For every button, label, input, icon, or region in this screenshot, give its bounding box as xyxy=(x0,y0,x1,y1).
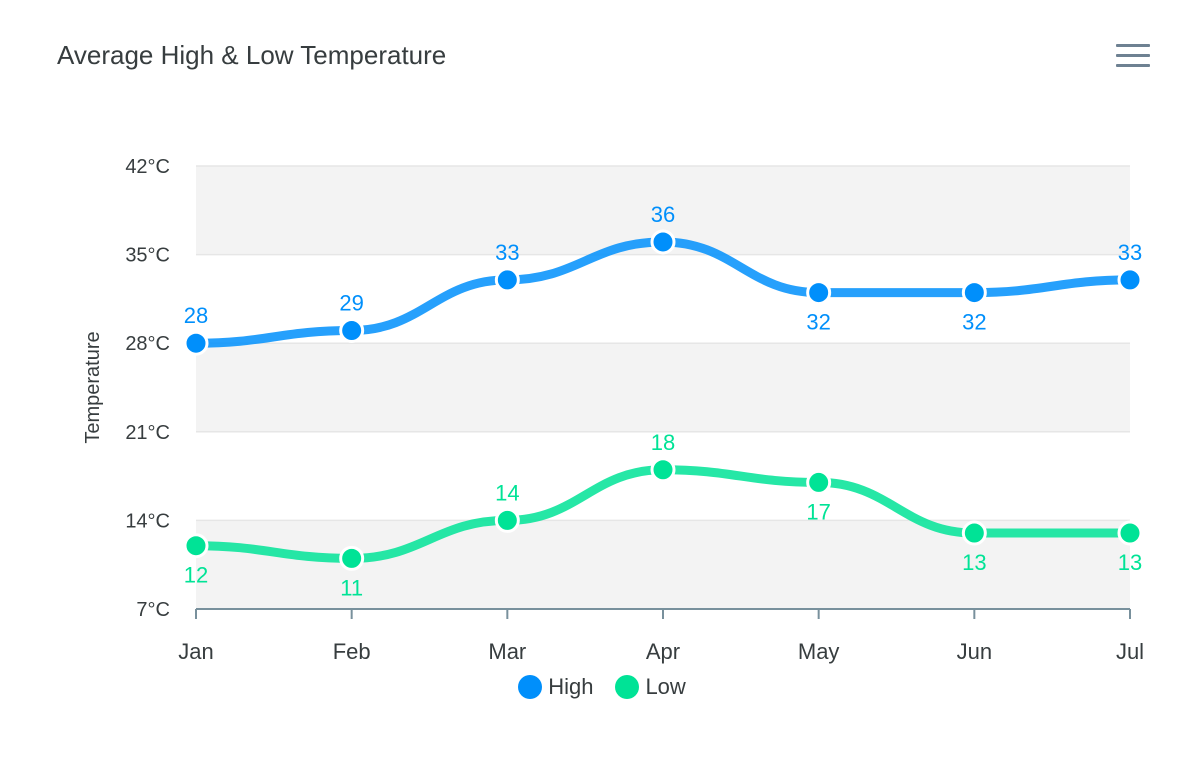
x-tick-label: Jan xyxy=(178,639,213,664)
data-point-low xyxy=(1117,520,1143,546)
data-point-low xyxy=(183,533,209,559)
y-tick-label: 14°C xyxy=(125,510,170,532)
data-point-low xyxy=(961,520,987,546)
data-point-high xyxy=(806,280,832,306)
data-label-low: 14 xyxy=(495,480,519,505)
y-axis-title: Temperature xyxy=(82,331,104,443)
x-tick-label: Jun xyxy=(957,639,992,664)
data-label-low: 11 xyxy=(340,575,363,600)
legend-label-low: Low xyxy=(645,674,686,699)
data-labels: 28 29 33 36 32 32 33 12 11 14 18 17 13 13 xyxy=(184,202,1142,600)
y-tick-label: 28°C xyxy=(125,333,170,355)
data-point-high xyxy=(339,318,365,344)
data-label-low: 13 xyxy=(1118,550,1142,575)
x-tick-label: Feb xyxy=(333,639,371,664)
data-label-high: 36 xyxy=(651,202,675,227)
data-label-high: 32 xyxy=(806,310,830,335)
data-label-high: 29 xyxy=(339,291,363,316)
data-point-high xyxy=(183,330,209,356)
legend-item-high[interactable]: High xyxy=(518,674,593,700)
hamburger-menu-icon[interactable] xyxy=(1116,44,1150,70)
data-point-high xyxy=(961,280,987,306)
data-point-low xyxy=(494,507,520,533)
axes: 7°C 14°C 21°C 28°C 35°C 42°C Temperature Jan Feb… xyxy=(82,156,1144,664)
data-point-high xyxy=(650,229,676,255)
series xyxy=(183,229,1143,571)
grid-band xyxy=(196,343,1130,432)
legend-label-high: High xyxy=(548,674,594,699)
data-label-low: 12 xyxy=(184,563,208,588)
x-tick-label: Jul xyxy=(1116,639,1144,664)
y-tick-label: 7°C xyxy=(136,599,170,621)
x-tick-label: May xyxy=(798,639,840,664)
data-label-low: 17 xyxy=(806,499,830,524)
data-point-high xyxy=(1117,267,1143,293)
data-label-high: 33 xyxy=(495,240,519,265)
data-label-high: 33 xyxy=(1118,240,1142,265)
legend-item-low[interactable]: Low xyxy=(615,674,686,700)
data-point-high xyxy=(494,267,520,293)
y-tick-label: 35°C xyxy=(125,245,170,267)
y-tick-label: 21°C xyxy=(125,422,170,444)
x-tick-label: Apr xyxy=(646,639,680,664)
chart-title: Average High & Low Temperature xyxy=(57,40,447,70)
data-label-low: 18 xyxy=(651,430,675,455)
data-point-low xyxy=(806,469,832,495)
legend: High Low xyxy=(0,674,1204,700)
data-label-high: 28 xyxy=(184,303,208,328)
data-label-low: 13 xyxy=(962,550,986,575)
data-point-low xyxy=(339,545,365,571)
legend-marker-low xyxy=(615,675,640,699)
legend-marker-high xyxy=(518,675,543,699)
x-tick-label: Mar xyxy=(488,639,526,664)
y-tick-label: 42°C xyxy=(125,156,170,178)
data-label-high: 32 xyxy=(962,310,986,335)
data-point-low xyxy=(650,457,676,483)
